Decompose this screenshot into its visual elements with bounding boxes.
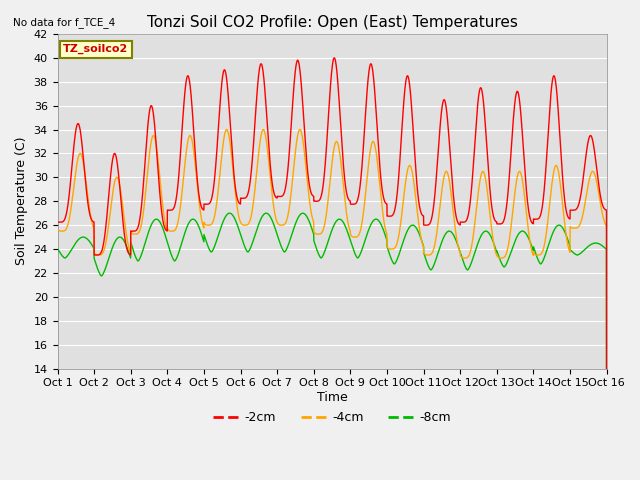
-4cm <box>455 247 463 253</box>
Line: -2cm: -2cm <box>58 58 607 480</box>
-4cm <box>486 215 494 220</box>
-4cm <box>296 127 304 132</box>
Line: -8cm: -8cm <box>58 213 607 480</box>
-2cm <box>425 222 433 228</box>
-4cm <box>312 231 319 237</box>
-2cm <box>54 219 61 225</box>
Text: TZ_soilco2: TZ_soilco2 <box>63 44 128 54</box>
X-axis label: Time: Time <box>317 391 348 404</box>
Title: Tonzi Soil CO2 Profile: Open (East) Temperatures: Tonzi Soil CO2 Profile: Open (East) Temp… <box>147 15 518 30</box>
-2cm <box>486 191 494 196</box>
Text: No data for f_TCE_4: No data for f_TCE_4 <box>13 17 115 28</box>
-8cm <box>455 246 463 252</box>
-8cm <box>602 246 610 252</box>
-4cm <box>425 252 433 258</box>
-8cm <box>425 264 433 270</box>
-8cm <box>54 246 61 252</box>
-8cm <box>486 232 494 238</box>
-4cm <box>152 142 160 148</box>
-2cm <box>455 222 463 228</box>
-4cm <box>54 226 61 232</box>
-8cm <box>152 216 160 222</box>
-8cm <box>299 210 307 216</box>
Line: -4cm: -4cm <box>58 130 607 480</box>
-2cm <box>602 207 610 213</box>
-8cm <box>312 243 319 249</box>
Legend: -2cm, -4cm, -8cm: -2cm, -4cm, -8cm <box>208 406 456 429</box>
-4cm <box>602 223 610 228</box>
-2cm <box>330 55 338 61</box>
-2cm <box>312 198 319 204</box>
-2cm <box>152 142 160 147</box>
Y-axis label: Soil Temperature (C): Soil Temperature (C) <box>15 137 28 265</box>
